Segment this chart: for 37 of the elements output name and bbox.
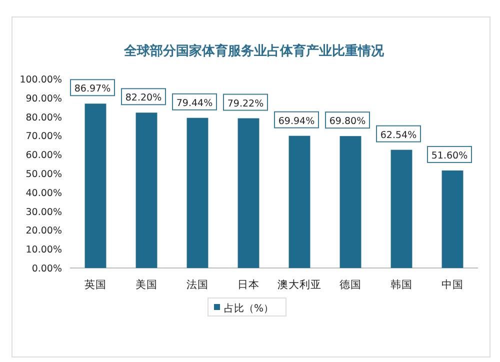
y-tick-label: 90.00% <box>26 93 62 104</box>
data-label: 79.22% <box>227 98 264 110</box>
data-label: 86.97% <box>74 84 111 95</box>
data-label: 69.80% <box>329 116 366 128</box>
x-tick-label: 韩国 <box>390 278 412 291</box>
y-tick-label: 50.00% <box>26 169 62 180</box>
bar <box>84 104 106 268</box>
y-tick-label: 60.00% <box>26 150 62 162</box>
bar <box>238 118 260 268</box>
y-tick-label: 40.00% <box>26 188 62 199</box>
bar <box>442 170 464 268</box>
y-tick-label: 80.00% <box>26 112 62 124</box>
y-tick-label: 70.00% <box>26 131 62 142</box>
x-tick-label: 法国 <box>186 278 208 291</box>
bar <box>288 136 310 268</box>
x-tick-label: 美国 <box>136 278 158 291</box>
data-label: 79.44% <box>176 98 213 109</box>
bar <box>390 150 412 268</box>
y-tick-label: 30.00% <box>26 206 62 218</box>
y-tick-label: 0.00% <box>32 264 62 274</box>
bar <box>186 118 208 268</box>
data-label: 82.20% <box>125 92 162 104</box>
x-tick-label: 英国 <box>84 278 106 291</box>
y-tick-label: 100.00% <box>20 74 62 86</box>
data-label: 51.60% <box>431 150 468 162</box>
legend-label: 占比（%） <box>224 302 274 314</box>
chart-title: 全球部分国家体育服务业占体育产业比重情况 <box>123 43 385 59</box>
x-tick-label: 澳大利亚 <box>278 278 322 291</box>
x-tick-label: 日本 <box>238 278 260 291</box>
data-label: 62.54% <box>380 130 417 141</box>
y-tick-label: 10.00% <box>26 244 62 256</box>
x-tick-label: 德国 <box>340 279 362 291</box>
bar <box>340 136 362 268</box>
data-label: 69.94% <box>278 116 315 127</box>
y-tick-label: 20.00% <box>26 226 62 237</box>
bar <box>136 112 158 268</box>
x-tick-label: 中国 <box>442 278 464 291</box>
